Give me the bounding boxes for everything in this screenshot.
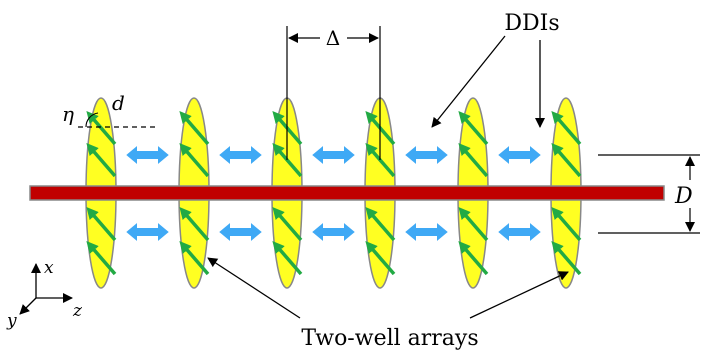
axis-y-arrow	[19, 297, 37, 315]
dipole-arrow-icon	[365, 142, 396, 178]
dipole-arrow-icon	[458, 206, 489, 242]
arrays-pointer-left	[207, 257, 301, 319]
D-dimension-marker: D	[598, 154, 700, 234]
double-headed-arrow-icon	[496, 220, 543, 244]
axis-y-label: y	[6, 311, 17, 331]
dipole-arrow-icon	[86, 240, 117, 276]
dipole-arrow-icon	[365, 240, 396, 276]
double-headed-arrow-icon	[217, 143, 264, 167]
dipole-arrow-icon	[551, 206, 582, 242]
double-headed-arrow-icon	[217, 220, 264, 244]
ddis-pointer-left	[431, 35, 506, 128]
double-headed-arrow-icon	[124, 143, 171, 167]
arrays-pointer-right	[469, 271, 569, 319]
delta-spacing-marker: Δ	[286, 26, 381, 160]
axis-z-label: z	[72, 301, 83, 321]
D-label: D	[674, 184, 693, 209]
dipole-arrow-icon	[551, 240, 582, 276]
dipole-arrow-icon	[179, 206, 210, 242]
double-headed-arrow-icon	[310, 220, 357, 244]
double-headed-arrow-icon	[124, 220, 171, 244]
eta-arc	[85, 112, 99, 128]
double-headed-arrow-icon	[310, 143, 357, 167]
central-rod	[29, 185, 665, 201]
dipole-arrow-icon	[86, 142, 117, 178]
dipole-arrow-icon	[458, 240, 489, 276]
dipole-arrow-icon	[272, 240, 303, 276]
dipole-arrow-icon	[365, 206, 396, 242]
two-well-arrays-label: Two-well arrays	[301, 326, 478, 351]
ddis-annotation: DDIs	[431, 11, 560, 128]
dipole-arrow-icon	[86, 110, 117, 146]
dipole-arrow-icon	[86, 206, 117, 242]
dipole-arrow-icon	[179, 240, 210, 276]
two-well-arrays-annotation: Two-well arrays	[207, 257, 569, 351]
dipole-arrow-icon	[179, 110, 210, 146]
eta-angle-annotation: η d	[62, 91, 158, 128]
dipole-arrow-icon	[551, 110, 582, 146]
dipole-arrow-icon	[551, 142, 582, 178]
dipole-arrows	[86, 110, 582, 276]
dipole-arrow-icon	[458, 142, 489, 178]
coordinate-axes: x z y	[6, 258, 83, 331]
d-label: d	[112, 91, 125, 115]
dipole-arrow-icon	[272, 110, 303, 146]
dipole-arrow-icon	[272, 142, 303, 178]
dipole-arrow-icon	[365, 110, 396, 146]
axis-x-label: x	[44, 258, 54, 278]
dipole-arrow-icon	[272, 206, 303, 242]
ddi-double-arrows	[124, 143, 543, 244]
delta-label: Δ	[326, 26, 340, 50]
double-headed-arrow-icon	[403, 143, 450, 167]
double-headed-arrow-icon	[403, 220, 450, 244]
eta-label: η	[62, 102, 74, 126]
ddis-label: DDIs	[504, 11, 559, 36]
dipole-arrow-icon	[179, 142, 210, 178]
double-headed-arrow-icon	[496, 143, 543, 167]
dipole-arrow-icon	[458, 110, 489, 146]
